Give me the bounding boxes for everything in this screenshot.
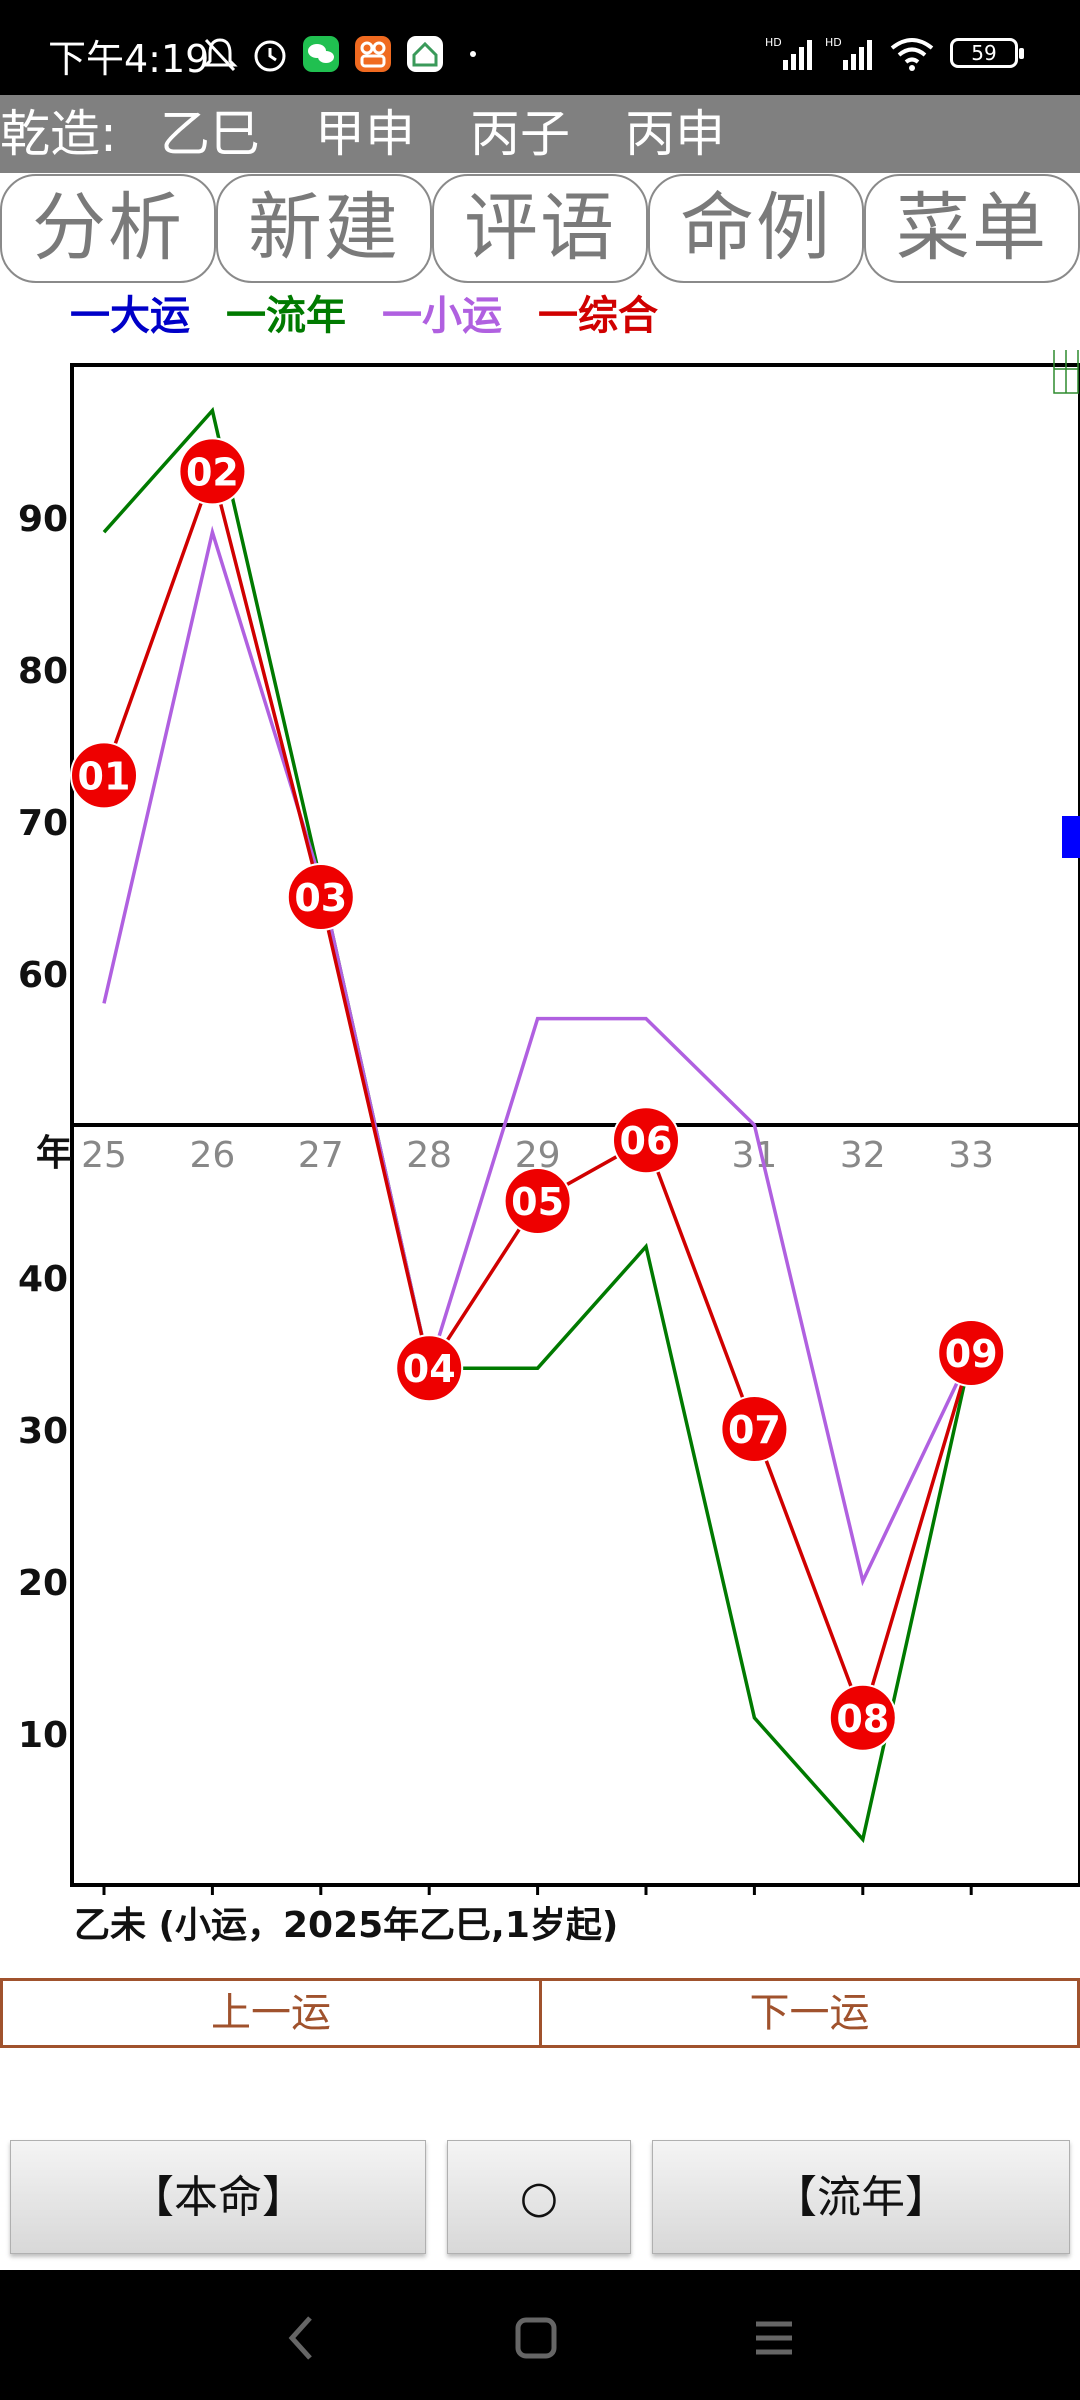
next-period-button[interactable]: 下一运 xyxy=(539,1978,1080,2048)
x-tick-label: 31 xyxy=(731,1135,777,1176)
tab-comments[interactable]: 评语 xyxy=(432,174,648,283)
y-tick-label: 20 xyxy=(18,1563,68,1604)
x-tick-label: 26 xyxy=(189,1135,235,1176)
tab-new[interactable]: 新建 xyxy=(216,174,432,283)
y-tick-label: 60 xyxy=(18,955,68,996)
bazi-label: 乾造: xyxy=(0,105,117,163)
alarm-icon xyxy=(254,40,286,72)
hd-signal-icon: HD xyxy=(825,36,872,70)
x-tick-label: 25 xyxy=(81,1135,127,1176)
data-point-label: 08 xyxy=(836,1697,889,1741)
y-tick-label: 70 xyxy=(18,803,68,844)
legend-xiaoyun: 一小运 xyxy=(382,293,502,339)
bazi-pillar: 丙子 xyxy=(470,105,570,163)
data-point-marker xyxy=(937,1319,1006,1387)
grid-corner-icon xyxy=(1053,350,1079,394)
svg-text:HD: HD xyxy=(825,36,842,49)
tab-analysis[interactable]: 分析 xyxy=(0,174,216,283)
home-app-icon xyxy=(407,36,443,72)
data-point-label: 07 xyxy=(728,1408,781,1452)
x-tick-label: 33 xyxy=(948,1135,994,1176)
x-tick-label: 27 xyxy=(298,1135,344,1176)
scroll-marker[interactable] xyxy=(1062,816,1080,858)
x-tick-label: 28 xyxy=(406,1135,452,1176)
x-axis-label: 年 xyxy=(36,1133,72,1174)
data-point-marker xyxy=(286,863,355,931)
svg-text:HD: HD xyxy=(765,36,782,49)
data-point-marker xyxy=(720,1395,789,1463)
y-tick-label: 80 xyxy=(18,651,68,692)
bazi-pillar: 乙巳 xyxy=(160,105,260,163)
wechat-icon xyxy=(303,36,339,72)
back-icon[interactable] xyxy=(280,2308,320,2368)
hd-signal-icon: HD xyxy=(765,36,812,70)
legend-zonghe: 一综合 xyxy=(538,293,658,339)
data-point-marker xyxy=(503,1167,572,1235)
data-point-marker xyxy=(178,437,247,506)
home-icon[interactable] xyxy=(514,2308,558,2368)
menu-icon[interactable] xyxy=(752,2308,796,2368)
legend-liunian: 一流年 xyxy=(226,293,346,339)
status-bar: 下午4:19 HD HD 59 xyxy=(0,0,1080,95)
data-point-label: 04 xyxy=(403,1347,456,1391)
y-tick-label: 30 xyxy=(18,1411,68,1452)
series-line xyxy=(102,525,973,1587)
status-time: 下午4:19 xyxy=(48,37,210,81)
data-point-label: 05 xyxy=(511,1180,564,1224)
app-icon xyxy=(355,36,391,72)
data-point-marker xyxy=(828,1683,897,1752)
battery-level: 59 xyxy=(971,41,997,65)
dot-icon xyxy=(470,51,476,57)
data-point-label: 01 xyxy=(78,754,131,798)
tab-menu[interactable]: 菜单 xyxy=(864,174,1080,283)
wifi-icon xyxy=(890,38,934,71)
legend-dayun: 一大运 xyxy=(70,293,190,339)
data-point-label: 09 xyxy=(945,1332,998,1376)
bazi-pillar: 甲申 xyxy=(315,105,415,163)
y-tick-label: 40 xyxy=(18,1259,68,1300)
previous-period-button[interactable]: 上一运 xyxy=(0,1978,542,2048)
annual-button[interactable]: 【流年】 xyxy=(652,2140,1070,2254)
system-nav-bar xyxy=(0,2270,1080,2400)
y-tick-label: 10 xyxy=(18,1715,68,1756)
bazi-pillar: 丙申 xyxy=(625,105,725,163)
tab-examples[interactable]: 命例 xyxy=(648,174,864,283)
series-line xyxy=(102,406,973,1844)
data-point-label: 06 xyxy=(620,1119,673,1163)
x-tick-label: 32 xyxy=(840,1135,886,1176)
y-tick-label: 90 xyxy=(18,499,68,540)
period-caption: 乙未 (小运，2025年乙巳,1岁起) xyxy=(74,1905,619,1946)
data-point-marker xyxy=(612,1106,680,1175)
data-point-marker xyxy=(70,741,138,810)
mute-bell-icon xyxy=(202,38,238,72)
data-point-label: 03 xyxy=(294,876,347,920)
data-point-marker xyxy=(395,1334,464,1403)
natal-button[interactable]: 【本命】 xyxy=(10,2140,426,2254)
data-point-label: 02 xyxy=(186,450,239,494)
circle-button[interactable]: ○ xyxy=(447,2140,631,2254)
battery-icon: 59 xyxy=(950,38,1024,68)
bazi-bar: 乾造: 乙巳 甲申 丙子 丙申 xyxy=(0,95,1080,173)
